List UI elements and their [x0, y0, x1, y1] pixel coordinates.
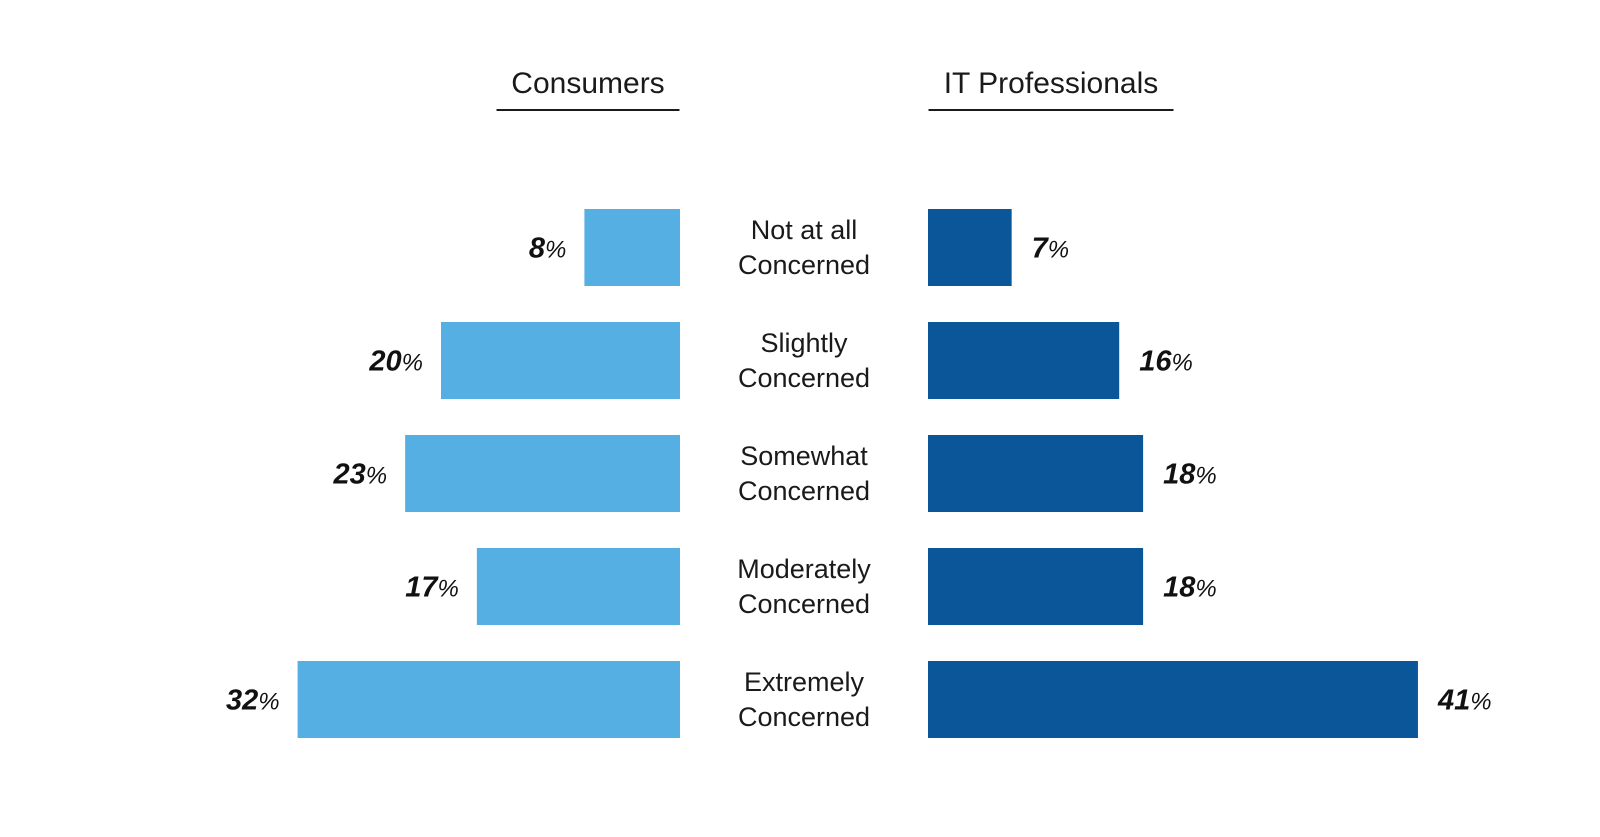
bar-consumers-2	[441, 322, 680, 399]
series-title-it-professionals: IT Professionals	[944, 67, 1159, 100]
series-titles: Consumers IT Professionals	[496, 67, 1174, 111]
bar-consumers-4	[476, 548, 680, 625]
value-label-consumers-1: 8%	[529, 233, 566, 265]
bar-consumers-5	[297, 661, 680, 738]
category-labels: Not at all Concerned Slightly Concerned Some…	[737, 215, 871, 732]
bar-it-professionals-3	[928, 435, 1144, 512]
value-label-it-professionals-4: 18%	[1163, 572, 1217, 604]
value-label-it-professionals-3: 18%	[1163, 459, 1217, 491]
bar-it-professionals-5	[928, 661, 1418, 738]
category-label-5: Extremely Concerned	[738, 667, 870, 732]
category-label-2: Slightly Concerned	[738, 328, 870, 393]
value-label-it-professionals-5: 41%	[1437, 685, 1492, 717]
category-label-4: Moderately Concerned	[737, 554, 871, 619]
value-label-consumers-2: 20%	[368, 346, 423, 378]
value-label-consumers-5: 32%	[226, 685, 280, 717]
value-labels: 8% 7% 20% 16% 23% 18% 17% 18% 32% 41%	[226, 233, 1492, 717]
category-label-1: Not at all Concerned	[738, 215, 870, 280]
bar-it-professionals-1	[928, 209, 1012, 286]
category-label-3: Somewhat Concerned	[738, 441, 870, 506]
series-title-consumers: Consumers	[511, 67, 664, 100]
value-label-it-professionals-2: 16%	[1139, 346, 1193, 378]
bars	[297, 209, 1418, 738]
bar-consumers-1	[584, 209, 680, 286]
value-label-consumers-3: 23%	[333, 459, 388, 491]
bar-it-professionals-4	[928, 548, 1144, 625]
bar-consumers-3	[405, 435, 680, 512]
value-label-consumers-4: 17%	[405, 572, 459, 604]
bar-it-professionals-2	[928, 322, 1120, 399]
value-label-it-professionals-1: 7%	[1032, 233, 1069, 265]
